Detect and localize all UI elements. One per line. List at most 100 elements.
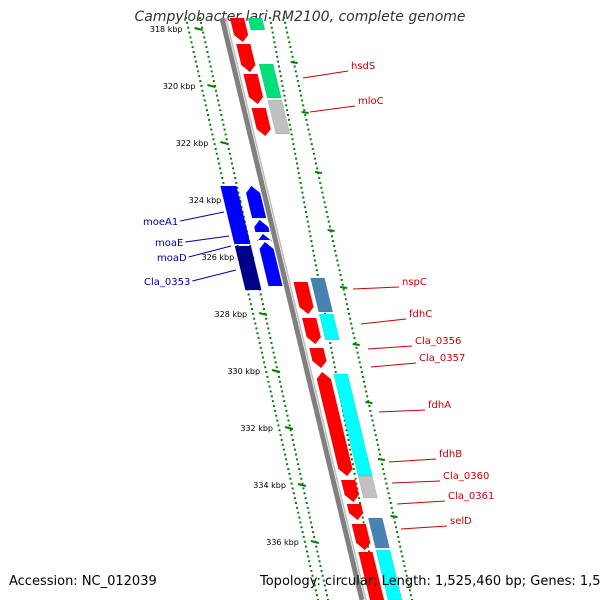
track-dot — [301, 482, 304, 485]
track-dot — [352, 468, 355, 471]
track-dot — [368, 405, 371, 407]
track-dot — [310, 143, 313, 146]
track-dot — [237, 191, 240, 194]
track-dot — [319, 181, 322, 184]
track-dot — [345, 303, 348, 306]
track-dot — [202, 31, 205, 34]
track-dot — [263, 308, 265, 310]
track-dot — [322, 196, 325, 199]
label-leader — [391, 480, 441, 484]
track-dot — [358, 361, 361, 364]
track-dot — [350, 453, 352, 456]
track-dot — [402, 560, 405, 563]
track-dot — [268, 385, 271, 388]
track-dot — [251, 308, 253, 310]
track-dot — [240, 206, 243, 209]
track-dot — [271, 400, 274, 403]
track-dot — [302, 535, 305, 538]
track-dot — [219, 109, 222, 112]
gene-label-moae: moaE — [155, 238, 183, 249]
track-dot — [343, 293, 346, 296]
track-dot — [381, 463, 384, 466]
track-dot — [399, 545, 402, 548]
track-tick — [352, 343, 360, 346]
track-dot — [273, 41, 276, 44]
track-dot — [272, 36, 275, 39]
gene-label-moea1: moeA1 — [143, 217, 178, 228]
track-dot — [307, 511, 310, 514]
label-leader — [396, 500, 446, 505]
track-dot — [314, 589, 317, 592]
track-dot — [275, 414, 278, 417]
track-dot — [304, 114, 307, 116]
track-dot — [315, 162, 317, 165]
track-dot — [304, 497, 307, 500]
track-dot — [255, 327, 258, 330]
track-dot — [209, 123, 212, 126]
track-tick — [314, 171, 323, 174]
track-dot — [206, 50, 209, 53]
track-dot — [265, 317, 268, 320]
track-dot — [225, 138, 228, 141]
track-dot — [293, 147, 296, 150]
track-dot — [289, 429, 292, 432]
track-dot — [208, 60, 211, 63]
track-dot — [298, 516, 301, 519]
track-dot — [249, 244, 252, 247]
track-dot — [292, 492, 295, 495]
track-dot — [275, 50, 278, 53]
track-dot — [263, 361, 266, 364]
track-dot — [306, 550, 308, 553]
track-dot — [383, 472, 386, 475]
track-dot — [384, 477, 387, 480]
track-dot — [328, 225, 331, 228]
track-dot — [248, 298, 251, 301]
track-dot — [295, 157, 298, 160]
track-dot — [205, 46, 208, 49]
track-dot — [192, 50, 195, 53]
track-dot — [227, 147, 230, 150]
track-dot — [367, 545, 370, 548]
track-dot — [357, 356, 360, 359]
track-dot — [275, 366, 278, 369]
track-dot — [212, 138, 215, 141]
kbp-tick-label: 328 kbp — [215, 310, 248, 319]
track-dot — [297, 172, 300, 175]
track-dot — [304, 545, 307, 548]
track-dot — [299, 89, 301, 92]
track-dot — [308, 516, 311, 519]
track-tick — [290, 61, 298, 64]
track-dot — [307, 128, 310, 131]
track-dot — [316, 274, 319, 277]
track-dot — [403, 565, 406, 568]
track-dot — [323, 312, 326, 315]
track-dot — [284, 453, 286, 456]
track-dot — [391, 511, 394, 514]
kbp-tick — [220, 141, 229, 145]
track-dot — [291, 138, 294, 141]
kbp-tick — [297, 483, 307, 487]
track-dot — [369, 409, 372, 412]
track-dot — [278, 429, 281, 432]
track-dot — [298, 468, 301, 471]
kbp-tick-label: 318 kbp — [150, 25, 183, 34]
track-dot — [347, 308, 349, 310]
track-dot — [352, 332, 355, 335]
track-dot — [299, 472, 302, 475]
track-dot — [339, 274, 342, 277]
track-dot — [296, 506, 299, 509]
track-dot — [268, 332, 271, 335]
track-dot — [301, 531, 304, 534]
track-dot — [229, 157, 232, 160]
track-dot — [277, 375, 280, 378]
track-dot — [308, 560, 311, 563]
gene-arrow — [259, 241, 283, 287]
track-dot — [280, 438, 283, 441]
track-dot — [371, 419, 374, 422]
track-dot — [279, 380, 281, 383]
track-dot — [194, 60, 197, 63]
label-leader — [188, 245, 232, 258]
track-dot — [282, 395, 285, 398]
gene-arrow — [309, 347, 327, 369]
track-dot — [287, 114, 289, 116]
